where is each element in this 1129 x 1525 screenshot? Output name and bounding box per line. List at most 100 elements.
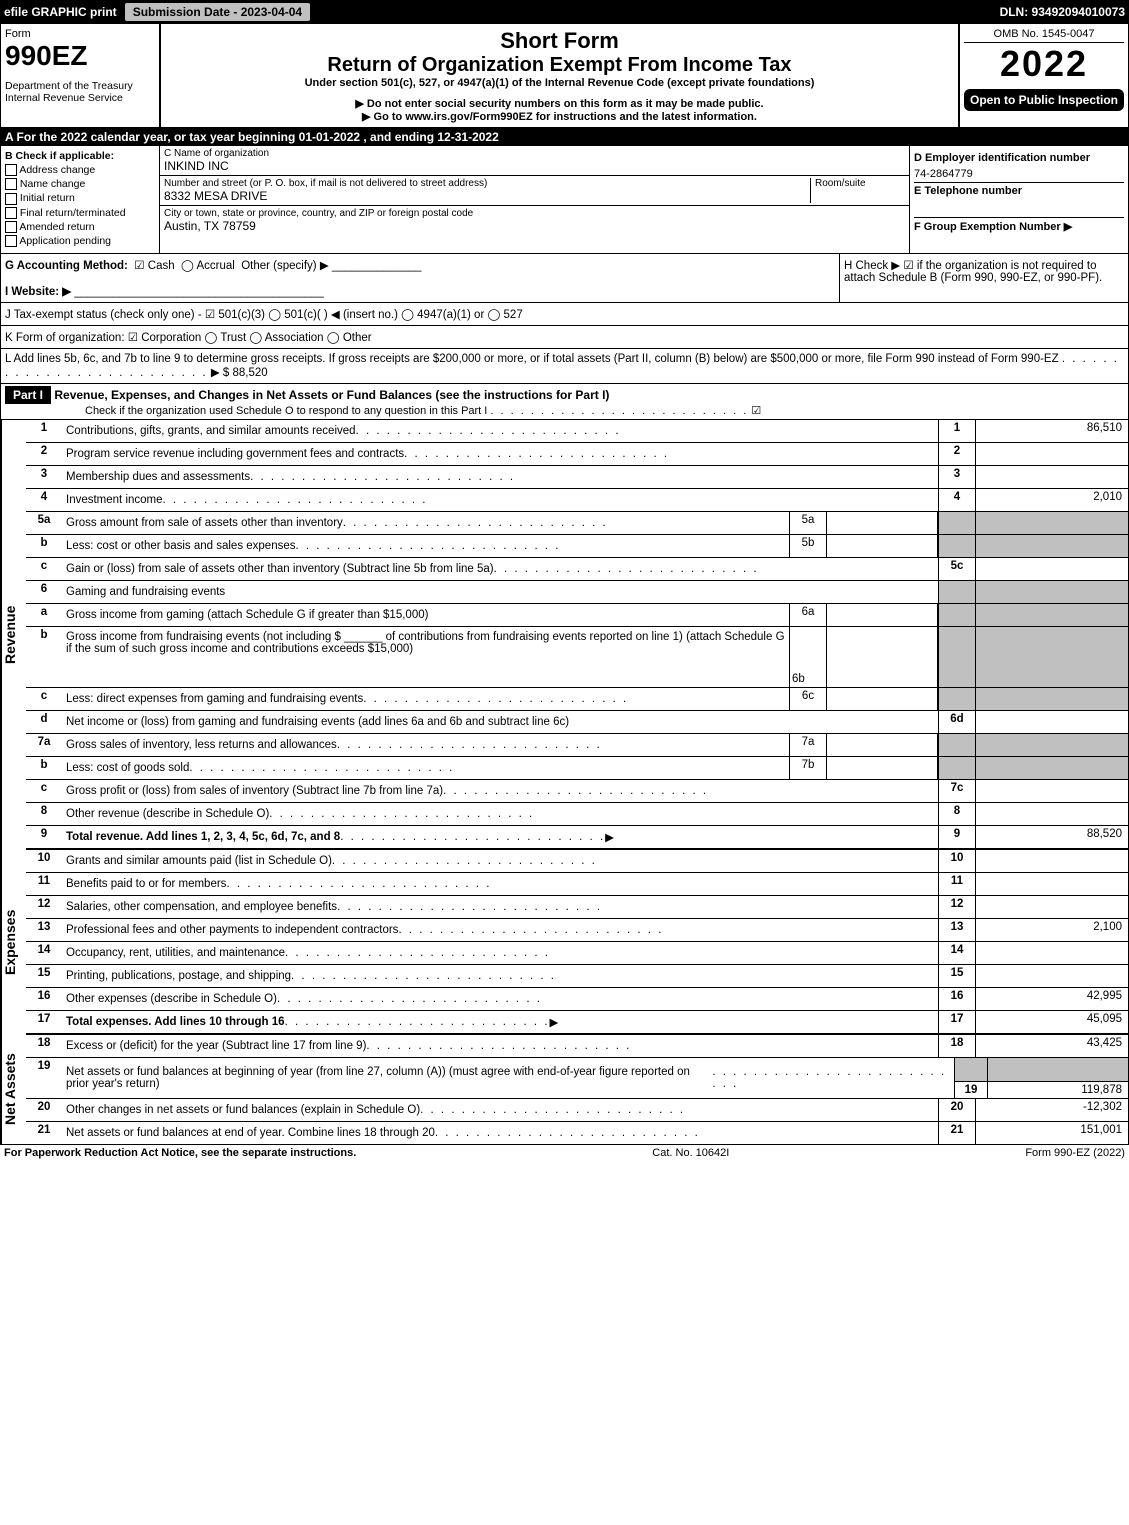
form-label: Form <box>5 28 155 40</box>
part1-check-note: Check if the organization used Schedule … <box>85 405 487 417</box>
note-ssn: ▶ Do not enter social security numbers o… <box>165 97 954 110</box>
line-21-value: 151,001 <box>975 1122 1128 1144</box>
line-6d-value <box>975 711 1128 733</box>
checkbox-name-change[interactable]: Name change <box>5 178 155 190</box>
dln-label: DLN: 93492094010073 <box>1000 5 1125 19</box>
line-4-value: 2,010 <box>975 489 1128 511</box>
accrual-option[interactable]: Accrual <box>196 260 234 272</box>
org-name-label: C Name of organization <box>164 148 905 159</box>
section-bcd: B Check if applicable: Address change Na… <box>1 146 1128 254</box>
ein-label: D Employer identification number <box>914 150 1124 166</box>
line-15-value <box>975 965 1128 987</box>
tax-year: 2022 <box>964 43 1124 85</box>
other-option[interactable]: Other (specify) ▶ <box>241 260 328 272</box>
note-link[interactable]: ▶ Go to www.irs.gov/Form990EZ for instru… <box>165 110 954 123</box>
accounting-method-label: G Accounting Method: <box>5 260 128 272</box>
street-label: Number and street (or P. O. box, if mail… <box>164 178 810 189</box>
section-b-header: B Check if applicable: <box>5 150 155 162</box>
section-l-gross-receipts: L Add lines 5b, 6c, and 7b to line 9 to … <box>1 349 1128 384</box>
gross-receipts-amount: 88,520 <box>232 367 267 379</box>
line-5c: c Gain or (loss) from sale of assets oth… <box>26 558 1128 581</box>
checkbox-final-return[interactable]: Final return/terminated <box>5 207 155 219</box>
part1-label: Part I <box>5 386 51 404</box>
line-21: 21 Net assets or fund balances at end of… <box>26 1122 1128 1144</box>
line-1: 1 Contributions, gifts, grants, and simi… <box>26 420 1128 443</box>
line-a-calendar-year: A For the 2022 calendar year, or tax yea… <box>1 128 1128 146</box>
line-9: 9 Total revenue. Add lines 1, 2, 3, 4, 5… <box>26 826 1128 850</box>
submission-date-box: Submission Date - 2023-04-04 <box>125 3 310 21</box>
line-12-value <box>975 896 1128 918</box>
form-header: Form 990EZ Department of the Treasury In… <box>0 24 1129 128</box>
line-7a: 7a Gross sales of inventory, less return… <box>26 734 1128 757</box>
line-5c-value <box>975 558 1128 580</box>
part1-title: Revenue, Expenses, and Changes in Net As… <box>54 388 609 402</box>
line-16-value: 42,995 <box>975 988 1128 1010</box>
line-14: 14 Occupancy, rent, utilities, and maint… <box>26 942 1128 965</box>
omb-number: OMB No. 1545-0047 <box>964 28 1124 43</box>
line-7c: c Gross profit or (loss) from sales of i… <box>26 780 1128 803</box>
line-17: 17 Total expenses. Add lines 10 through … <box>26 1011 1128 1035</box>
city-value: Austin, TX 78759 <box>164 219 905 233</box>
line-5a: 5a Gross amount from sale of assets othe… <box>26 512 1128 535</box>
line-6: 6 Gaming and fundraising events <box>26 581 1128 604</box>
tel-value <box>914 199 1124 217</box>
subtitle: Under section 501(c), 527, or 4947(a)(1)… <box>165 77 954 89</box>
page-footer: For Paperwork Reduction Act Notice, see … <box>0 1145 1129 1161</box>
title-short-form: Short Form <box>165 28 954 54</box>
line-6b: b Gross income from fundraising events (… <box>26 627 1128 688</box>
line-6c: c Less: direct expenses from gaming and … <box>26 688 1128 711</box>
top-bar: efile GRAPHIC print Submission Date - 20… <box>0 0 1129 24</box>
line-6a: a Gross income from gaming (attach Sched… <box>26 604 1128 627</box>
line-2-value <box>975 443 1128 465</box>
checkbox-initial-return[interactable]: Initial return <box>5 192 155 204</box>
line-3: 3 Membership dues and assessments 3 <box>26 466 1128 489</box>
title-return: Return of Organization Exempt From Incom… <box>165 54 954 77</box>
checkbox-amended-return[interactable]: Amended return <box>5 221 155 233</box>
line-10: 10 Grants and similar amounts paid (list… <box>26 850 1128 873</box>
line-8-value <box>975 803 1128 825</box>
efile-label[interactable]: efile GRAPHIC print <box>4 5 117 19</box>
city-label: City or town, state or province, country… <box>164 208 905 219</box>
line-17-value: 45,095 <box>975 1011 1128 1033</box>
line-7b: b Less: cost of goods sold 7b <box>26 757 1128 780</box>
line-10-value <box>975 850 1128 872</box>
line-8: 8 Other revenue (describe in Schedule O)… <box>26 803 1128 826</box>
line-14-value <box>975 942 1128 964</box>
side-label-revenue: Revenue <box>1 420 26 850</box>
line-19-value: 119,878 <box>988 1081 1128 1098</box>
line-15: 15 Printing, publications, postage, and … <box>26 965 1128 988</box>
part1-header-row: Part I Revenue, Expenses, and Changes in… <box>1 384 1128 420</box>
section-gh: G Accounting Method: ☑ Cash ◯ Accrual Ot… <box>1 254 1128 303</box>
line-5b: b Less: cost or other basis and sales ex… <box>26 535 1128 558</box>
line-3-value <box>975 466 1128 488</box>
group-exemption-label: F Group Exemption Number ▶ <box>914 217 1124 235</box>
footer-form: Form 990-EZ (2022) <box>1025 1147 1125 1159</box>
dept-label: Department of the Treasury Internal Reve… <box>5 80 155 104</box>
line-19: 19 Net assets or fund balances at beginn… <box>26 1058 1128 1099</box>
footer-catno: Cat. No. 10642I <box>652 1147 729 1159</box>
line-1-value: 86,510 <box>975 420 1128 442</box>
room-label: Room/suite <box>815 178 905 189</box>
section-j-tax-status: J Tax-exempt status (check only one) - ☑… <box>1 303 1128 326</box>
inspection-badge: Open to Public Inspection <box>964 89 1124 111</box>
org-name: INKIND INC <box>164 159 905 173</box>
line-13: 13 Professional fees and other payments … <box>26 919 1128 942</box>
ein-value: 74-2864779 <box>914 166 1124 182</box>
checkbox-application-pending[interactable]: Application pending <box>5 235 155 247</box>
line-2: 2 Program service revenue including gove… <box>26 443 1128 466</box>
line-11-value <box>975 873 1128 895</box>
tel-label: E Telephone number <box>914 182 1124 199</box>
form-number: 990EZ <box>5 40 155 72</box>
line-18-value: 43,425 <box>975 1035 1128 1057</box>
side-label-expenses: Expenses <box>1 850 26 1035</box>
line-20: 20 Other changes in net assets or fund b… <box>26 1099 1128 1122</box>
line-4: 4 Investment income 4 2,010 <box>26 489 1128 512</box>
line-7c-value <box>975 780 1128 802</box>
section-h-schedule-b: H Check ▶ ☑ if the organization is not r… <box>839 254 1128 302</box>
cash-option[interactable]: Cash <box>148 260 175 272</box>
checkbox-address-change[interactable]: Address change <box>5 164 155 176</box>
line-20-value: -12,302 <box>975 1099 1128 1121</box>
line-11: 11 Benefits paid to or for members 11 <box>26 873 1128 896</box>
side-label-net-assets: Net Assets <box>1 1035 26 1144</box>
line-18: 18 Excess or (deficit) for the year (Sub… <box>26 1035 1128 1058</box>
